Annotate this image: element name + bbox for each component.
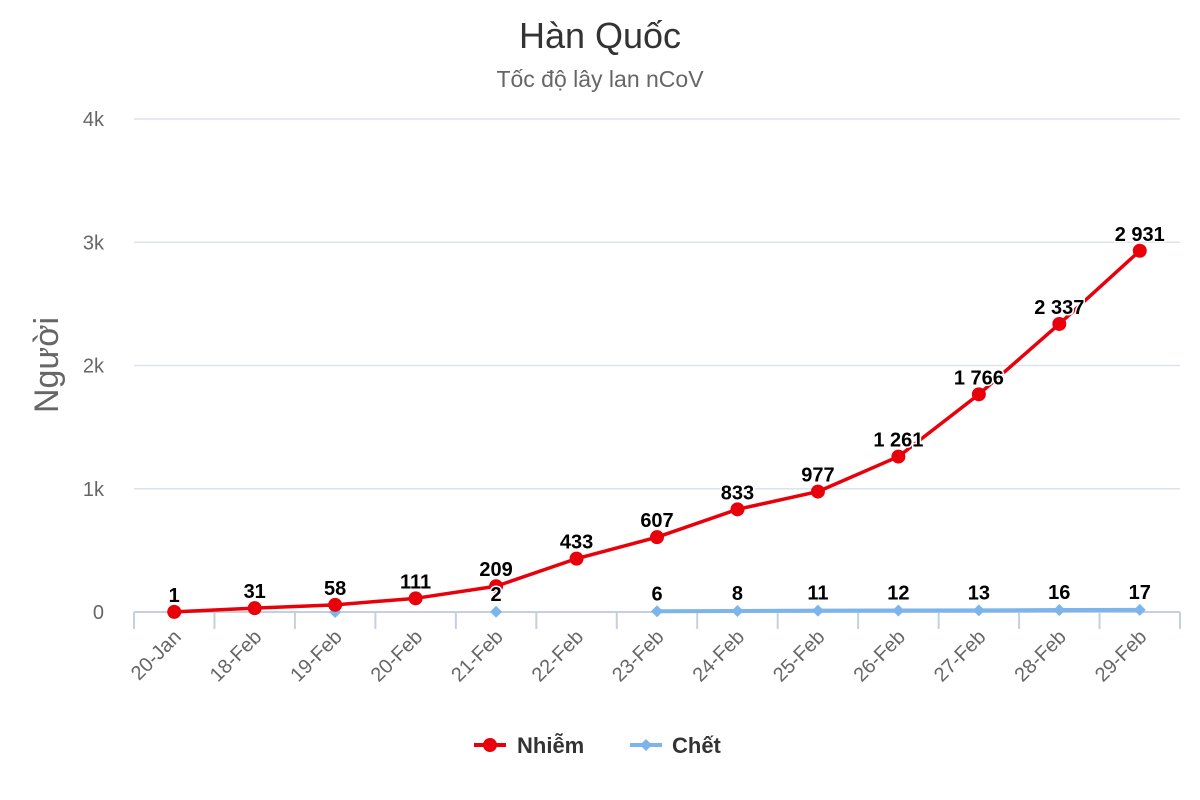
data-labels: 2 6 8 11 12 13 16 17 1 31 58 111 209 433 607 833 977 1 26… <box>167 222 1166 608</box>
legend-marker <box>483 738 497 752</box>
x-tick-label: 26-Feb <box>850 626 910 686</box>
data-label: 2 931 <box>1115 224 1165 246</box>
y-tick-label: 1k <box>83 479 105 501</box>
series-group <box>167 243 1147 619</box>
y-axis-ticks: 0 1k 2k 3k 4k <box>83 109 105 624</box>
data-point <box>328 597 343 612</box>
x-tick-label: 25-Feb <box>769 626 829 686</box>
x-tick-label: 21-Feb <box>447 626 507 686</box>
x-tick-label: 20-Jan <box>127 626 186 685</box>
y-tick-label: 3k <box>83 232 105 254</box>
data-label: 833 <box>721 482 754 504</box>
data-label: 977 <box>801 465 834 487</box>
data-point <box>730 502 745 517</box>
data-label: 31 <box>244 581 266 603</box>
data-label: 13 <box>968 582 990 604</box>
legend-marker <box>640 739 652 751</box>
data-point <box>1053 604 1066 617</box>
data-point <box>892 604 905 617</box>
x-tick-label: 19-Feb <box>286 626 346 686</box>
chart-subtitle: Tốc độ lây lan nCoV <box>496 66 704 92</box>
data-label: 58 <box>324 578 346 600</box>
data-point <box>651 605 663 618</box>
data-label: 16 <box>1048 582 1070 604</box>
data-label: 12 <box>887 583 909 605</box>
data-point <box>731 605 744 618</box>
data-label: 2 337 <box>1034 297 1084 319</box>
y-axis-label: Người <box>28 317 66 413</box>
gridlines <box>134 118 1180 490</box>
data-point <box>971 387 986 402</box>
data-point <box>490 605 503 618</box>
data-point <box>1133 603 1146 616</box>
data-point <box>167 604 182 619</box>
data-point <box>489 579 504 594</box>
data-point <box>811 604 824 617</box>
x-tick-label: 28-Feb <box>1010 626 1070 686</box>
data-label: 1 766 <box>954 367 1004 389</box>
legend-label: Nhiễm <box>517 733 584 758</box>
data-label: 607 <box>640 510 673 532</box>
data-label: 2 <box>491 584 502 606</box>
x-tick-label: 20-Feb <box>367 626 427 686</box>
data-label: 8 <box>732 583 743 605</box>
data-point <box>810 484 825 499</box>
data-point <box>408 591 423 606</box>
data-label: 17 <box>1129 582 1151 604</box>
legend-label: Chết <box>672 733 722 758</box>
data-point <box>972 604 985 617</box>
x-tick-label: 22-Feb <box>528 626 588 686</box>
x-tick-label: 29-Feb <box>1091 626 1151 686</box>
legend-item[interactable]: Nhiễm <box>474 733 584 758</box>
x-tick-label: 27-Feb <box>930 626 990 686</box>
x-tick-label: 24-Feb <box>689 626 749 686</box>
data-point <box>569 551 584 566</box>
data-label: 209 <box>479 559 512 581</box>
x-axis: 20-Jan 18-Feb 19-Feb 20-Feb 21-Feb 22-Feb 23-F… <box>127 611 1181 686</box>
data-point <box>1132 243 1147 258</box>
x-tick-label: 23-Feb <box>608 626 668 686</box>
data-point <box>650 530 664 545</box>
data-label: 11 <box>807 583 828 605</box>
data-point <box>891 449 906 464</box>
data-label: 433 <box>560 532 593 554</box>
legend: Nhiễm Chết <box>474 733 722 758</box>
data-point <box>1052 316 1067 331</box>
data-point <box>247 601 262 616</box>
series-line <box>174 249 1141 614</box>
data-label: 6 <box>651 583 662 605</box>
y-tick-label: 2k <box>83 356 105 378</box>
legend-item[interactable]: Chết <box>630 733 722 758</box>
data-label: 1 261 <box>873 430 923 452</box>
x-tick-label: 18-Feb <box>206 626 266 686</box>
chart-title: Hàn Quốc <box>519 15 681 56</box>
y-tick-label: 0 <box>93 602 104 624</box>
y-tick-label: 4k <box>83 109 105 131</box>
data-label: 1 <box>169 585 180 607</box>
data-label: 111 <box>400 571 431 593</box>
